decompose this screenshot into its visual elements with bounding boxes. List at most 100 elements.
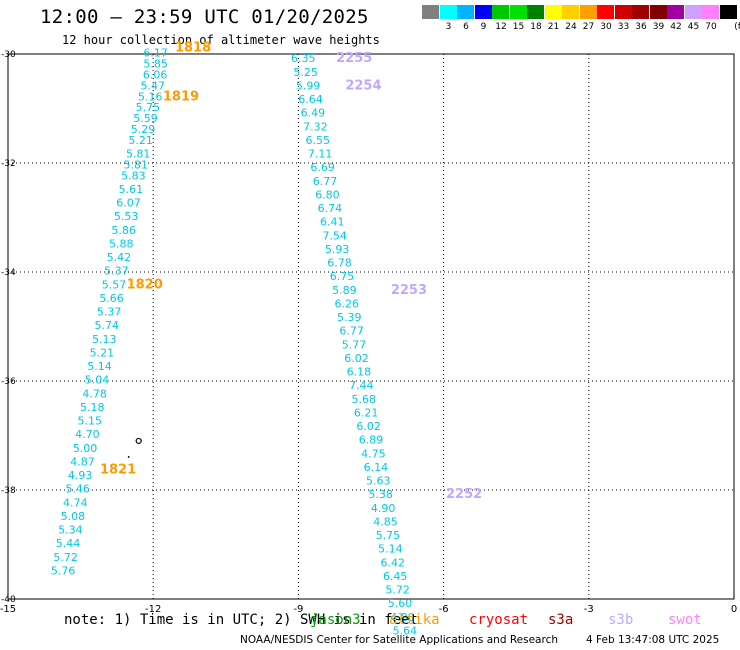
altika-value-label: 4.78 [82, 387, 107, 400]
altika-value-label: 5.15 [78, 415, 103, 428]
jason-track: 6.355.255.996.646.497.326.557.116.696.77… [291, 51, 482, 637]
jason-value-label: 5.99 [296, 79, 321, 92]
jason-value-label: 7.54 [322, 229, 347, 242]
lat-tick-label: -30 [1, 50, 16, 60]
altika-value-label: 5.00 [73, 442, 98, 455]
plot-frame [7, 53, 735, 600]
jason-value-label: 6.21 [354, 406, 379, 419]
scale-swatch [614, 5, 632, 19]
lon-tick-label: -6 [439, 604, 449, 615]
scale-label: 45 [687, 22, 700, 32]
jason-value-label: 5.60 [388, 597, 413, 610]
altika-value-label: 5.46 [65, 483, 90, 496]
altika-value-label: 5.57 [102, 278, 127, 291]
satellite-legend-item: altika [389, 612, 440, 628]
altika-value-label: 5.08 [61, 510, 86, 523]
chart-subtitle: 12 hour collection of altimeter wave hei… [62, 33, 380, 47]
scale-swatch [597, 5, 614, 19]
jason-value-label: 5.68 [351, 393, 376, 406]
scale-swatch [667, 5, 684, 19]
scale-label: 39 [652, 22, 665, 32]
altika-value-label: 5.37 [97, 306, 122, 319]
island-shape [135, 437, 142, 445]
satellite-legend-item: cryosat [469, 612, 529, 628]
jason-value-label: 6.80 [315, 188, 340, 201]
jason-value-label: 6.55 [306, 134, 331, 147]
scale-label: 36 [635, 22, 647, 32]
scale-label: 12 [495, 22, 507, 32]
altika-time-label: 1819 [163, 89, 199, 104]
jason-value-label: 6.14 [364, 461, 389, 474]
scale-swatch [649, 5, 667, 19]
lat-tick-label: -34 [1, 268, 16, 278]
altika-value-label: 5.47 [140, 79, 165, 92]
jason-value-label: 6.75 [330, 270, 355, 283]
jason-time-label: 2252 [446, 487, 482, 502]
altika-value-label: 5.88 [109, 237, 134, 250]
altika-value-label: 4.74 [63, 496, 88, 509]
jason-value-label: 4.85 [373, 515, 398, 528]
scale-swatch [632, 5, 649, 19]
altika-value-label: 5.86 [111, 224, 136, 237]
scale-swatch [457, 5, 474, 19]
altika-value-label: 4.87 [70, 455, 95, 468]
scale-label: 9 [480, 22, 487, 32]
jason-value-label: 7.32 [303, 120, 328, 133]
scale-swatch [509, 5, 527, 19]
jason-value-label: 5.89 [332, 284, 357, 297]
jason-time-label: 2255 [336, 51, 372, 66]
altika-value-label: 5.76 [51, 564, 76, 577]
jason-value-label: 6.89 [359, 434, 384, 447]
scale-label: 42 [670, 22, 682, 32]
lat-tick-label: -40 [1, 595, 16, 605]
satellite-legend-item: s3a [548, 612, 574, 628]
jason-value-label: 5.63 [366, 475, 391, 488]
altika-value-label: 6.07 [116, 197, 141, 210]
scale-label: 24 [565, 22, 577, 32]
jason-value-label: 5.14 [378, 543, 403, 556]
jason-value-label: 6.02 [356, 420, 381, 433]
altika-value-label: 5.21 [128, 134, 153, 147]
satellite-legend-item: s3b [608, 612, 634, 628]
altika-value-label: 5.66 [99, 292, 124, 305]
jason-value-label: 6.77 [339, 325, 364, 338]
generation-timestamp: 4 Feb 13:47:08 UTC 2025 [586, 634, 720, 646]
jason-time-label: 2253 [391, 283, 427, 298]
jason-value-label: 6.69 [310, 161, 335, 174]
altika-value-label: 5.29 [131, 123, 156, 136]
altika-value-label: 5.59 [133, 112, 158, 125]
altika-value-label: 5.74 [94, 319, 119, 332]
chart-title: 12:00 — 23:59 UTC 01/20/2025 [40, 6, 369, 28]
altika-value-label: 5.04 [85, 374, 110, 387]
island-dot [127, 456, 130, 458]
jason-value-label: 5.72 [385, 584, 410, 597]
jason-value-label: 6.41 [320, 216, 345, 229]
lon-tick-label: -3 [584, 604, 594, 615]
jason-value-label: 4.80 [390, 611, 415, 624]
altika-value-label: 5.13 [92, 333, 117, 346]
jason-value-label: 6.18 [347, 366, 372, 379]
jason-value-label: 6.35 [291, 52, 316, 65]
lon-tick-label: 0 [731, 604, 737, 615]
altika-value-label: 4.70 [75, 428, 100, 441]
jason-value-label: 4.90 [371, 502, 396, 515]
credit-line: NOAA/NESDIS Center for Satellite Applica… [240, 634, 558, 646]
scale-label: 33 [617, 22, 630, 32]
jason-value-label: 5.25 [293, 66, 318, 79]
jason-value-label: 6.02 [344, 352, 369, 365]
jason-value-label: 5.38 [368, 488, 393, 501]
jason-value-label: 5.39 [337, 311, 362, 324]
altika-value-label: 5.83 [121, 169, 146, 182]
satellite-legend-item: swot [668, 612, 702, 628]
jason-value-label: 5.93 [325, 243, 350, 256]
altika-value-label: 4.93 [68, 469, 93, 482]
scale-swatch [719, 5, 737, 19]
scale-swatch [544, 5, 562, 19]
jason-time-label: 2254 [345, 78, 381, 93]
jason-value-label: 6.49 [301, 107, 326, 120]
altika-value-label: 6.17 [143, 47, 168, 60]
jason-value-label: 5.75 [376, 529, 401, 542]
scale-label: 6 [463, 22, 469, 32]
altika-value-label: 5.34 [58, 524, 83, 537]
